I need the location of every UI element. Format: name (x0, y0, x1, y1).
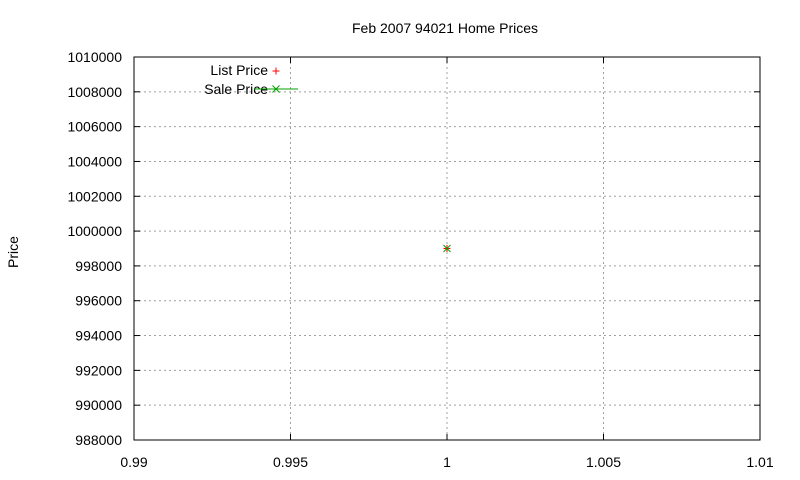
legend-symbol (272, 85, 280, 93)
legend-marker-list-price (272, 67, 280, 75)
data-points (443, 244, 451, 253)
y-tick-label: 1002000 (67, 188, 122, 204)
legend-label-sale-price: Sale Price (204, 81, 268, 97)
grid (134, 57, 760, 440)
y-tick-label: 998000 (75, 258, 122, 274)
x-tick-label: 1 (443, 454, 451, 470)
y-tick-label: 988000 (75, 432, 122, 448)
y-tick-label: 1004000 (67, 153, 122, 169)
x-tick-label: 1.005 (586, 454, 621, 470)
y-tick-label: 1006000 (67, 119, 122, 135)
y-tick-label: 996000 (75, 293, 122, 309)
y-tick-label: 1008000 (67, 84, 122, 100)
y-tick-label: 990000 (75, 397, 122, 413)
chart-title: Feb 2007 94021 Home Prices (352, 20, 538, 36)
legend-symbol (272, 67, 280, 75)
y-tick-label: 1000000 (67, 223, 122, 239)
legend-label-list-price: List Price (210, 62, 268, 78)
y-axis-label: Price (5, 236, 21, 268)
x-tick-label: 0.99 (120, 454, 147, 470)
y-tick-label: 992000 (75, 362, 122, 378)
legend: List Price Sale Price (204, 62, 298, 97)
data-point-sale-price (443, 244, 451, 253)
axis-ticks: 0.99 0.995 1 1.005 1.01 988000 990000 992000 994… (67, 49, 773, 470)
x-tick-label: 0.995 (273, 454, 308, 470)
x-tick-label: 1.01 (746, 454, 773, 470)
y-tick-label: 1010000 (67, 49, 122, 65)
y-tick-label: 994000 (75, 328, 122, 344)
legend-marker-sale-price (254, 85, 298, 93)
